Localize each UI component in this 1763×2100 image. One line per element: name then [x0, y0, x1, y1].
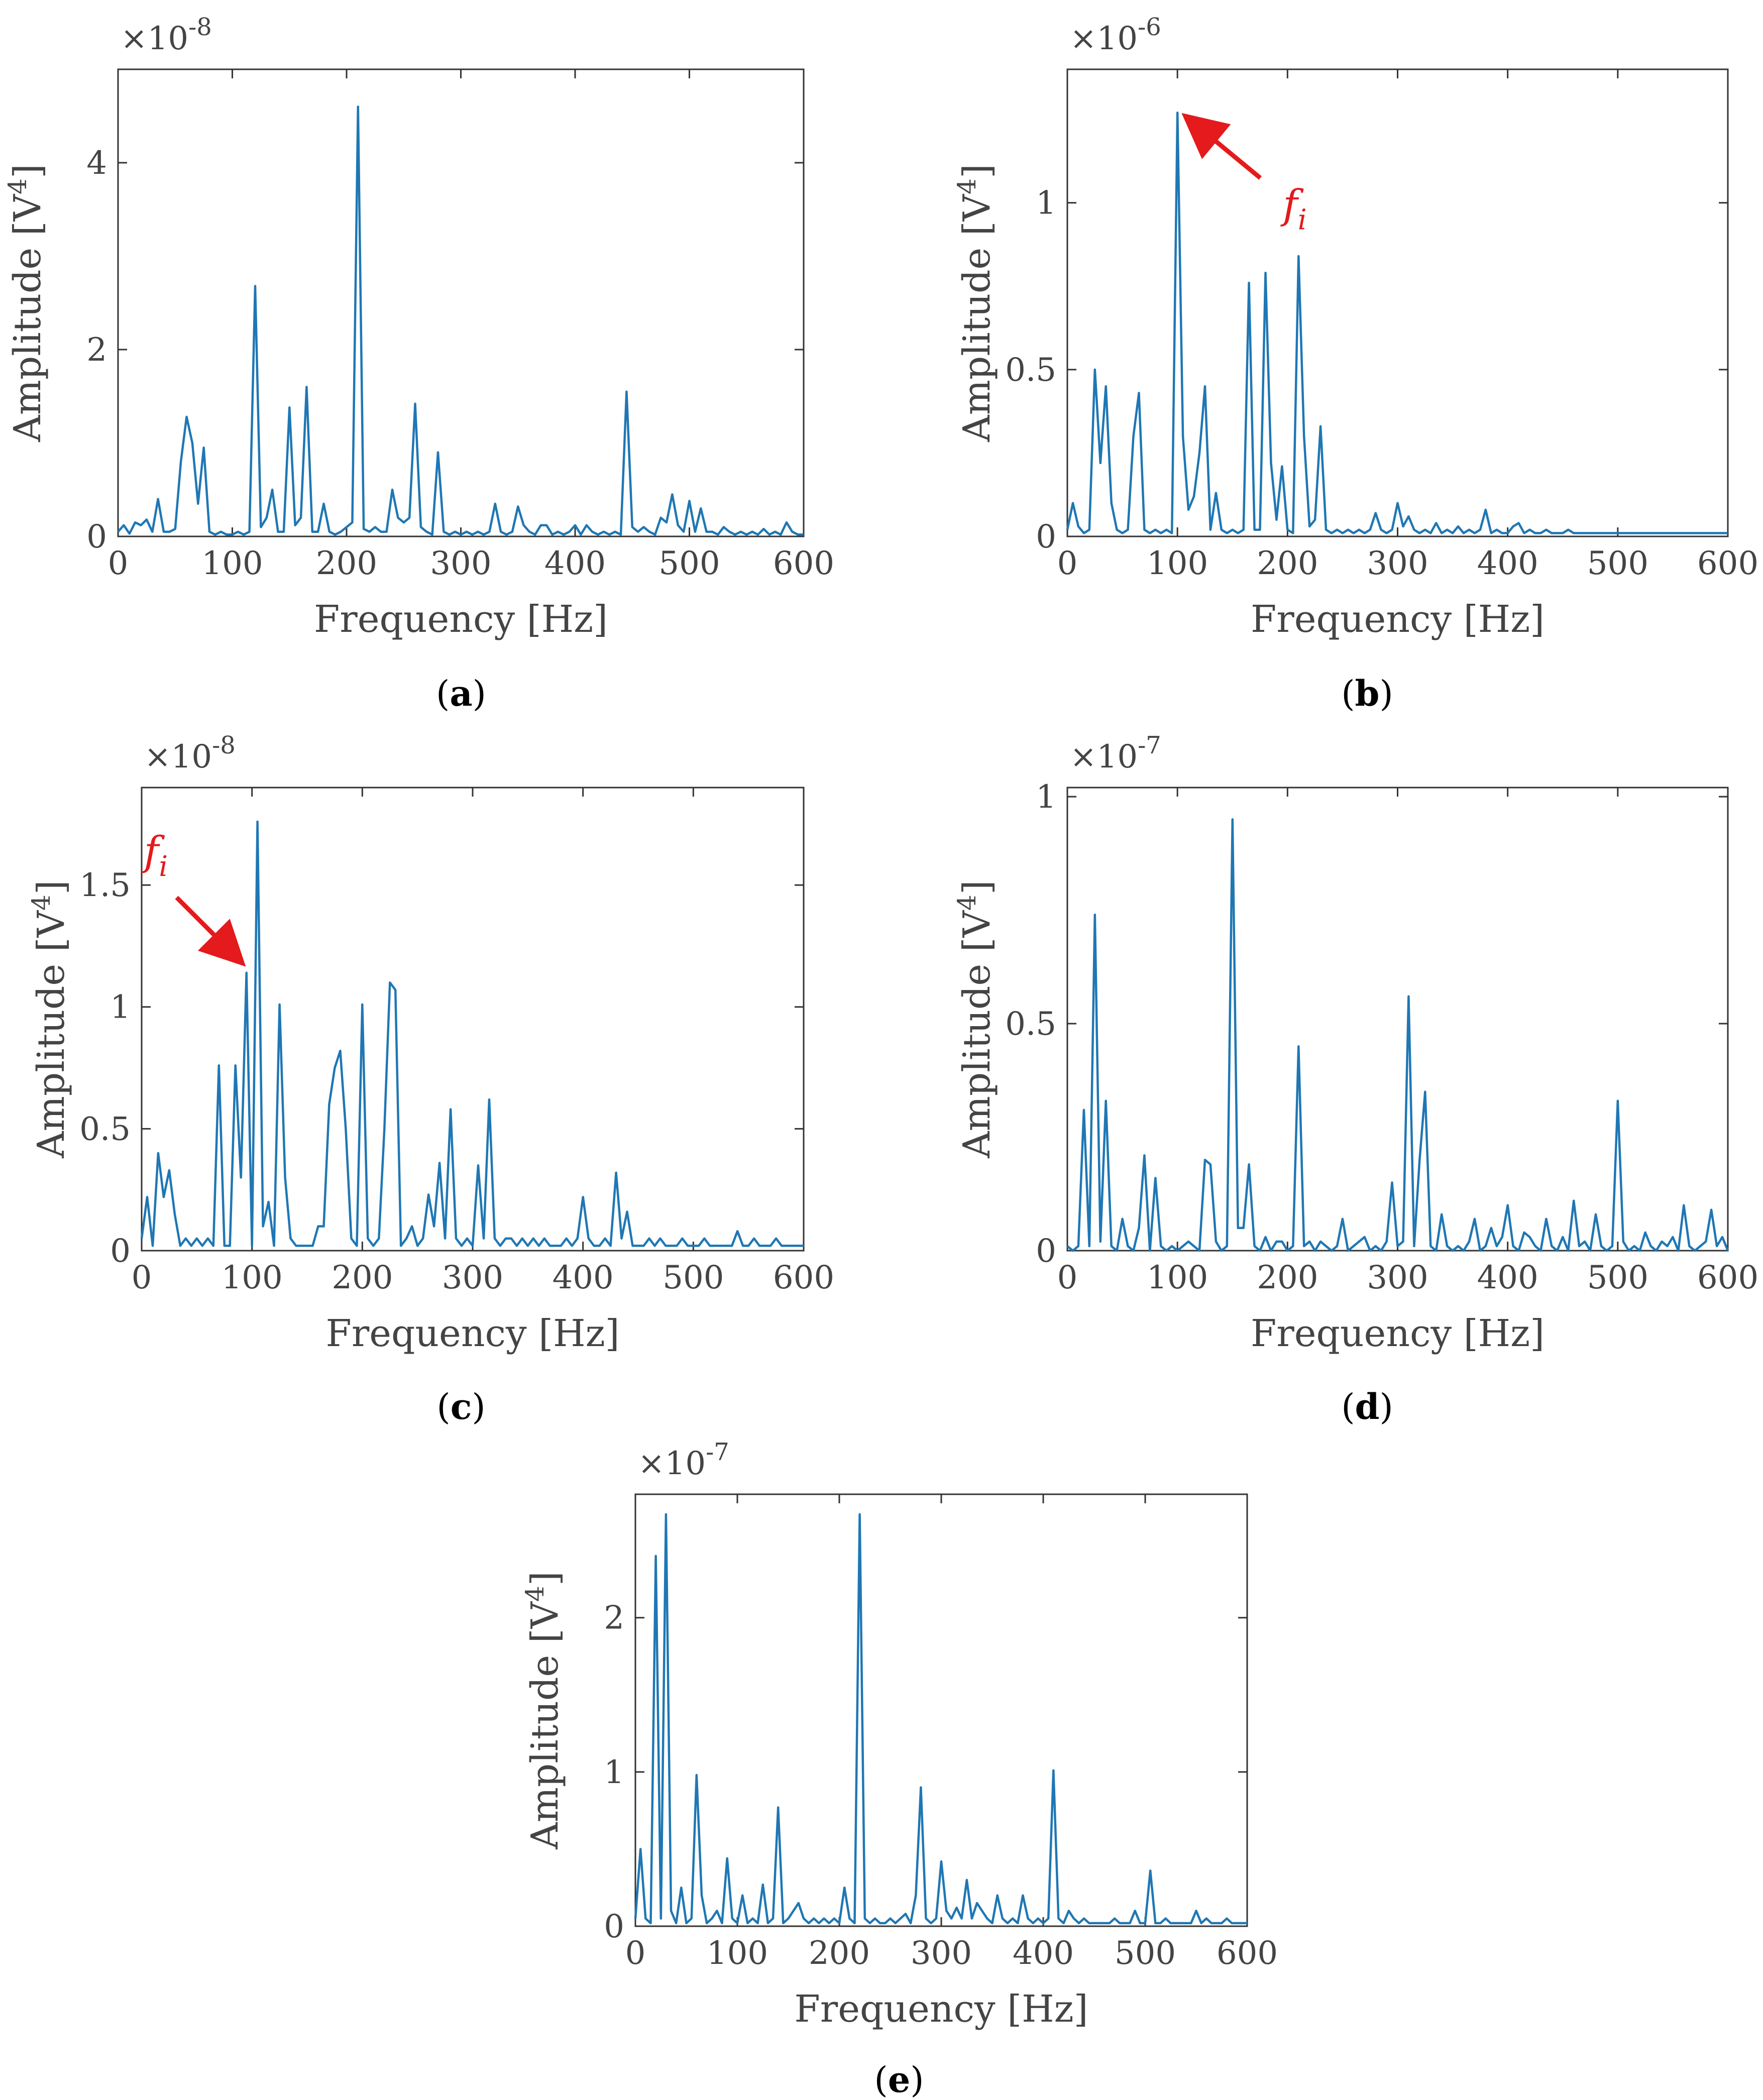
x-tick-label: 100	[1147, 1259, 1208, 1296]
y-tick-label: 2	[604, 1600, 624, 1637]
x-tick-label: 600	[1697, 545, 1758, 582]
x-tick-label: 300	[430, 545, 491, 582]
x-axis-label: Frequency [Hz]	[1251, 598, 1545, 641]
x-tick-label: 100	[201, 545, 263, 582]
x-tick-label: 500	[1115, 1935, 1176, 1972]
y-axis-label: Amplitude [V4]	[3, 164, 49, 442]
axes-box	[1066, 68, 1729, 537]
x-tick-label: 100	[222, 1259, 283, 1296]
x-tick-label: 400	[1013, 1935, 1074, 1972]
x-tick-label: 500	[1587, 545, 1648, 582]
x-axis-label: Frequency [Hz]	[314, 598, 608, 641]
x-tick-label: 400	[544, 545, 606, 582]
x-tick-label: 600	[773, 1259, 834, 1296]
exponent-label: ×10-7	[1070, 731, 1161, 776]
x-axis-label: Frequency [Hz]	[1251, 1312, 1545, 1355]
y-tick-label: 0	[110, 1233, 131, 1270]
y-tick-label: 0.5	[79, 1111, 131, 1148]
x-tick-label: 400	[1477, 1259, 1538, 1296]
panel-caption: (a)	[436, 673, 486, 714]
x-tick-label: 300	[442, 1259, 503, 1296]
x-tick-label: 300	[1367, 1259, 1428, 1296]
x-tick-label: 600	[773, 545, 834, 582]
x-tick-label: 0	[132, 1259, 152, 1296]
x-tick-label: 200	[1257, 1259, 1318, 1296]
panel-c: 0 100 200 300 400 500 600 0 0.5 1 1.5 ×10-8 Frequenc…	[27, 731, 834, 1427]
x-tick-label: 300	[911, 1935, 972, 1972]
x-tick-label: 500	[1587, 1259, 1648, 1296]
y-tick-label: 0	[1036, 1233, 1056, 1270]
x-tick-label: 400	[1477, 545, 1538, 582]
x-tick-label: 600	[1217, 1935, 1278, 1972]
series-line	[1066, 818, 1729, 1252]
x-tick-label: 0	[625, 1935, 646, 1972]
series-line	[1066, 112, 1728, 534]
y-axis-label: Amplitude [V4]	[952, 164, 999, 442]
annotation-label: fi	[1280, 181, 1307, 236]
y-tick-label: 4	[86, 145, 107, 182]
series-line	[117, 105, 804, 536]
y-tick-label: 1	[110, 989, 131, 1026]
exponent-label: ×10-6	[1070, 13, 1161, 57]
y-tick-label: 1.5	[79, 867, 131, 904]
x-tick-label: 400	[553, 1259, 614, 1296]
panel-a: 0 100 200 300 400 500 600 0 2 4 ×10-8 Frequency [Hz…	[3, 13, 834, 714]
panel-caption: (b)	[1341, 673, 1393, 714]
axes-box	[141, 787, 805, 1252]
exponent-label: ×10-7	[638, 1438, 729, 1482]
x-tick-label: 200	[809, 1935, 870, 1972]
panel-b: 0 100 200 300 400 500 600 0 0.5 1 ×10-6 Frequency […	[952, 13, 1758, 714]
exponent-label: ×10-8	[144, 731, 236, 776]
x-tick-label: 100	[707, 1935, 768, 1972]
x-tick-label: 300	[1367, 545, 1428, 582]
panel-caption: (e)	[874, 2059, 924, 2100]
annotation-label: fi	[142, 828, 168, 883]
y-tick-label: 0	[604, 1908, 624, 1945]
x-axis-label: Frequency [Hz]	[794, 1987, 1088, 2031]
y-tick-label: 0.5	[1005, 352, 1056, 389]
y-tick-label: 0	[1036, 518, 1056, 556]
axes-box	[1066, 787, 1729, 1252]
x-tick-label: 500	[663, 1259, 724, 1296]
axes-box	[117, 68, 805, 537]
y-tick-label: 1	[1036, 185, 1056, 222]
y-tick-label: 0	[86, 518, 107, 556]
y-tick-label: 2	[86, 331, 107, 369]
y-axis-label: Amplitude [V4]	[952, 880, 999, 1158]
y-axis-label: Amplitude [V4]	[27, 880, 73, 1158]
y-tick-label: 0.5	[1005, 1006, 1056, 1043]
series-line	[140, 820, 804, 1247]
y-axis-label: Amplitude [V4]	[520, 1571, 567, 1849]
x-tick-label: 0	[108, 545, 129, 582]
x-tick-label: 200	[1257, 545, 1318, 582]
x-tick-label: 500	[658, 545, 720, 582]
y-tick-label: 1	[1036, 779, 1056, 816]
panel-caption: (c)	[436, 1386, 485, 1427]
x-tick-label: 100	[1147, 545, 1208, 582]
y-tick-label: 1	[604, 1754, 624, 1791]
panel-e: 0 100 200 300 400 500 600 0 1 2 ×10-7 Frequency [Hz…	[520, 1438, 1278, 2100]
series-line	[634, 1513, 1247, 1925]
x-tick-label: 0	[1057, 1259, 1078, 1296]
x-tick-label: 0	[1057, 545, 1078, 582]
annotation-arrow	[175, 896, 246, 967]
x-tick-label: 600	[1697, 1259, 1758, 1296]
annotation-arrow	[1181, 113, 1262, 180]
exponent-label: ×10-8	[121, 13, 212, 57]
x-axis-label: Frequency [Hz]	[325, 1312, 619, 1355]
x-tick-label: 200	[316, 545, 377, 582]
panel-caption: (d)	[1341, 1386, 1393, 1427]
x-tick-label: 200	[332, 1259, 393, 1296]
panel-d: 0 100 200 300 400 500 600 0 0.5 1 ×10-7 Frequency […	[952, 731, 1758, 1427]
